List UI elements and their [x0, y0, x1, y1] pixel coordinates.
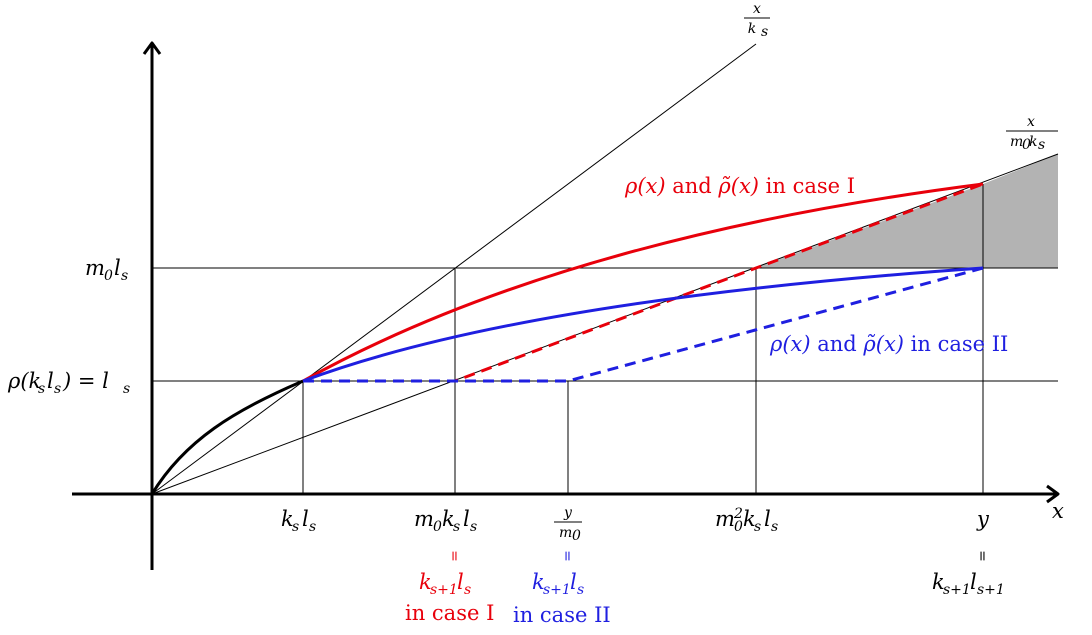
y-label-m0ls: m 0 l s	[85, 256, 128, 284]
rho-initial-curve	[150, 379, 304, 495]
x-label-y-over-m0-den-sub: 0	[572, 528, 581, 544]
blue-case-label: in case II	[513, 603, 611, 627]
black-l-sub: s+1	[977, 582, 1005, 598]
label-x-over-ks-den-sub: s	[761, 24, 768, 40]
red-equals-sign: =	[446, 550, 462, 562]
blue-equals-sign: =	[559, 550, 575, 562]
case-two-and: and	[811, 332, 864, 356]
label-x-over-ks: x k s	[744, 1, 770, 40]
y-label-m0ls-b-sub: s	[121, 268, 128, 284]
case-two-rho: ρ(x)	[769, 332, 811, 356]
x-label-m0sq-a: m	[715, 507, 735, 531]
y-axis-arrowhead	[142, 41, 162, 55]
x-label-m0ksls: m 0 k s l s	[414, 507, 477, 535]
label-x-over-m0ks-den-b: k	[1029, 134, 1037, 150]
y-label-rho-a: ρ(k	[7, 369, 41, 393]
x-label-ksls-a-sub: s	[292, 519, 299, 535]
y-label-m0ls-a: m	[85, 256, 105, 280]
red-l: l	[457, 570, 464, 594]
x-label-m0sq-c: l	[764, 507, 771, 531]
x-label-ksls: k s l s	[281, 507, 316, 535]
x-label-m0sq-c-sub: s	[771, 519, 778, 535]
y-label-rho-a-sub: s	[38, 381, 45, 397]
red-case-label: in case I	[405, 601, 494, 625]
x-label-m0sq-b: k	[743, 507, 756, 531]
x-label-y-over-m0: y m 0	[554, 505, 582, 544]
case-two-tilde: ρ̃(x)	[862, 332, 904, 356]
red-k-sub: s+1	[430, 582, 458, 598]
case-one-and: and	[666, 174, 719, 198]
black-annotation: = k s+1 l s+1	[932, 550, 1005, 598]
ray-x-over-ks	[151, 43, 757, 495]
case-one-tilde: ρ̃(x)	[717, 174, 759, 198]
case-one-tail: in case I	[759, 174, 855, 198]
y-label-rho: ρ(k s l s ) = l s	[7, 369, 130, 397]
blue-l-sub: s	[577, 582, 584, 598]
blue-l: l	[570, 570, 577, 594]
x-axis-label: x	[1052, 499, 1064, 523]
black-equals-sign: =	[974, 550, 990, 562]
case-two-caption: ρ(x) and ρ̃(x) in case II	[769, 332, 1008, 356]
red-solid-curve	[302, 182, 984, 383]
label-x-over-m0ks-den-b-sub: s	[1038, 137, 1045, 153]
y-label-rho-eq-sub: s	[123, 381, 130, 397]
label-x-over-ks-den: k	[748, 21, 756, 37]
x-label-m0sq-ksls: m 2 0 k s l s	[715, 506, 778, 535]
black-k-sub: s+1	[943, 582, 971, 598]
x-label-m0ksls-c-sub: s	[470, 519, 477, 535]
x-label-ksls-b-sub: s	[309, 519, 316, 535]
blue-solid-curve	[302, 266, 984, 383]
x-label-y-over-m0-num: y	[563, 505, 573, 521]
x-label-m0ksls-c: l	[463, 507, 470, 531]
blue-k: k	[532, 570, 545, 594]
x-label-m0ksls-b: k	[442, 507, 455, 531]
x-label-m0ksls-a-sub: 0	[433, 519, 442, 535]
y-label-rho-b-sub: s	[54, 381, 61, 397]
x-label-m0sq-a-sub: 0	[734, 519, 743, 535]
black-k: k	[932, 570, 945, 594]
red-annotation: = k s+1 l s in case I	[405, 550, 494, 625]
blue-k-sub: s+1	[543, 582, 571, 598]
red-k: k	[419, 570, 432, 594]
x-label-m0ksls-b-sub: s	[453, 519, 460, 535]
label-x-over-m0ks-den-a: m	[1010, 134, 1023, 150]
x-label-m0sq-b-sub: s	[754, 519, 761, 535]
x-label-ksls-b: l	[302, 507, 309, 531]
x-label-ksls-a: k	[281, 507, 294, 531]
x-axis-arrowhead	[1046, 484, 1060, 504]
x-label-m0ksls-a: m	[414, 507, 434, 531]
label-x-over-m0ks-den-a-sub: 0	[1022, 137, 1031, 153]
label-x-over-m0ks: x m 0 k s	[1006, 114, 1058, 153]
case-one-caption: ρ(x) and ρ̃(x) in case I	[624, 174, 855, 198]
case-one-rho: ρ(x)	[624, 174, 666, 198]
y-label-m0ls-a-sub: 0	[104, 268, 113, 284]
y-label-rho-b: l	[47, 369, 54, 393]
label-x-over-m0ks-num: x	[1027, 114, 1035, 130]
blue-annotation: = k s+1 l s in case II	[513, 550, 611, 627]
x-label-y-over-m0-den: m	[559, 525, 572, 541]
y-label-rho-eq: ) = l	[62, 369, 109, 393]
label-x-over-ks-num: x	[753, 1, 761, 17]
blue-dashed-curve	[303, 266, 984, 383]
black-l: l	[970, 570, 977, 594]
red-l-sub: s	[464, 582, 471, 598]
y-label-m0ls-b: l	[114, 256, 121, 280]
x-label-m0sq-a-sup: 2	[733, 506, 743, 522]
x-label-y: y	[976, 507, 990, 531]
case-two-tail: in case II	[904, 332, 1008, 356]
